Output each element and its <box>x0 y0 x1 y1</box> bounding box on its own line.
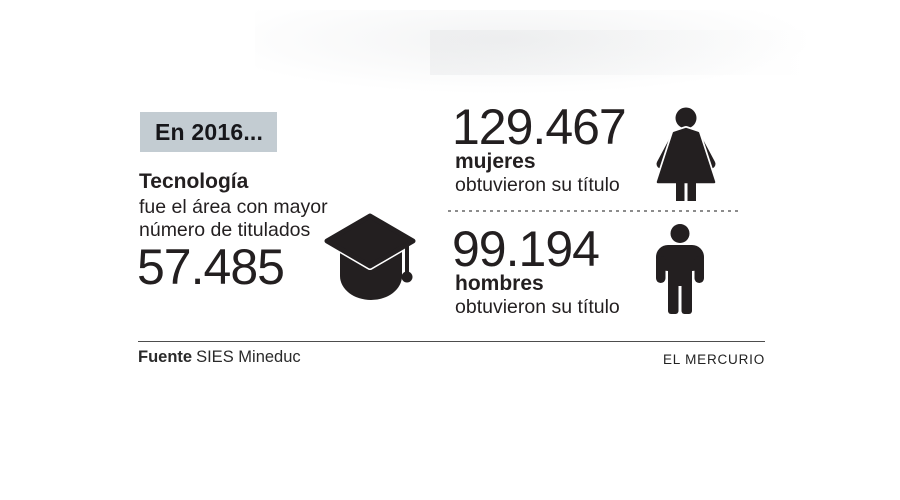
year-badge: En 2016... <box>140 112 277 152</box>
man-leg-right <box>681 280 692 314</box>
woman-leg-right <box>687 182 696 201</box>
source-label: Fuente <box>138 348 193 366</box>
footer-rule <box>138 341 765 342</box>
woman-head <box>675 107 697 129</box>
man-arm-left <box>656 256 666 283</box>
stat-group-men: hombres <box>455 272 544 295</box>
man-head <box>670 224 690 243</box>
background-artifact <box>430 30 810 75</box>
woman-leg-left <box>676 182 685 201</box>
source-line: Fuente SIES Mineduc <box>138 348 301 367</box>
year-badge-label: En 2016... <box>155 118 264 145</box>
dotted-divider <box>448 210 738 212</box>
stat-caption-men: obtuvieron su título <box>455 296 620 318</box>
publisher-credit: EL MERCURIO <box>662 352 765 367</box>
stat-value-men: 99.194 <box>452 221 600 277</box>
cap-tassel-ball <box>401 271 413 283</box>
stat-group-women: mujeres <box>455 150 536 173</box>
cap-board <box>324 213 416 269</box>
highlight-description-line1: fue el área con mayor <box>139 196 328 218</box>
man-icon <box>656 224 704 314</box>
highlight-value: 57.485 <box>137 239 285 295</box>
woman-icon <box>655 107 717 201</box>
man-arm-right <box>694 256 704 283</box>
highlight-description-line2: número de titulados <box>139 219 311 241</box>
man-leg-left <box>668 280 679 314</box>
graduation-cap-icon <box>323 212 417 300</box>
woman-dress <box>656 127 716 184</box>
source-name: SIES Mineduc <box>196 348 301 366</box>
highlight-title: Tecnología <box>139 170 249 193</box>
stat-caption-women: obtuvieron su título <box>455 174 620 196</box>
stat-value-women: 129.467 <box>452 99 627 155</box>
background-artifact <box>255 10 815 95</box>
